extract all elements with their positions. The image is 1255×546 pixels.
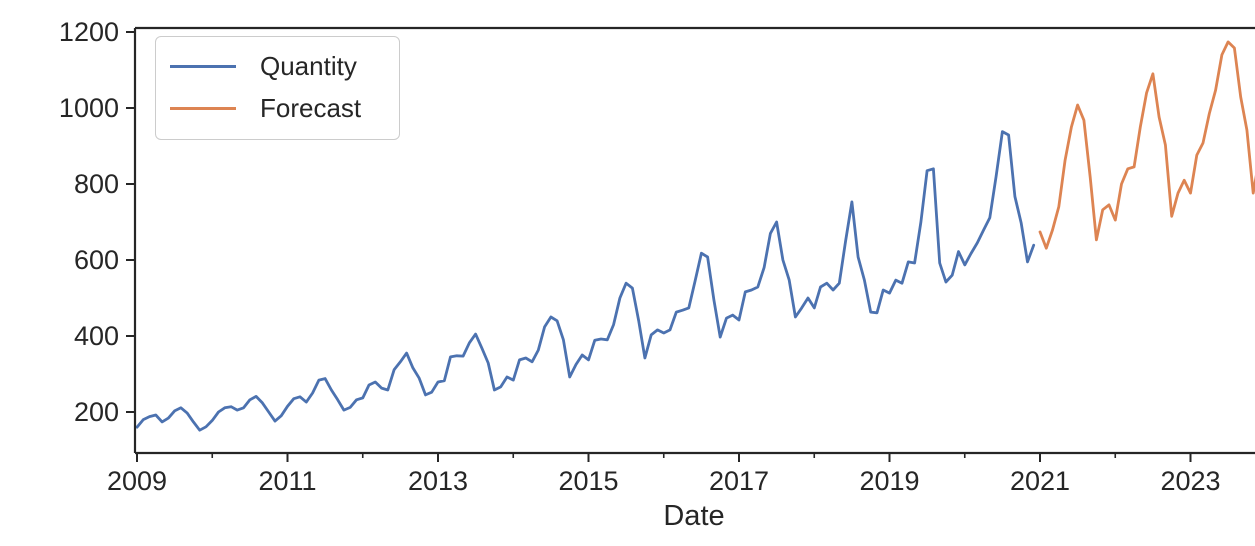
y-tick-label: 800 [74,169,119,199]
legend-label-quantity: Quantity [260,51,357,81]
legend: Quantity Forecast [155,36,400,140]
y-tick-label: 400 [74,321,119,351]
y-tick-label: 600 [74,245,119,275]
quantity-line-swatch [170,64,236,68]
x-axis-title: Date [663,500,725,532]
x-tick-label: 2021 [1010,466,1070,496]
legend-label-forecast: Forecast [260,93,362,123]
quantity-line [135,130,1036,432]
x-tick-label: 2009 [107,466,167,496]
x-tick-label: 2011 [258,466,316,496]
forecast-line [1038,40,1255,250]
legend-item-forecast: Forecast [156,87,399,129]
x-tick-label: 2013 [408,466,468,496]
x-tick-label: 2015 [558,466,618,496]
y-tick-label: 1000 [59,93,119,123]
y-tick-label: 200 [74,397,119,427]
x-tick-label: 2023 [1160,466,1220,496]
x-tick-label: 2019 [859,466,919,496]
forecast-line-swatch [170,106,236,110]
y-tick-label: 1200 [59,17,119,47]
legend-item-quantity: Quantity [156,45,399,87]
x-tick-label: 2017 [709,466,769,496]
